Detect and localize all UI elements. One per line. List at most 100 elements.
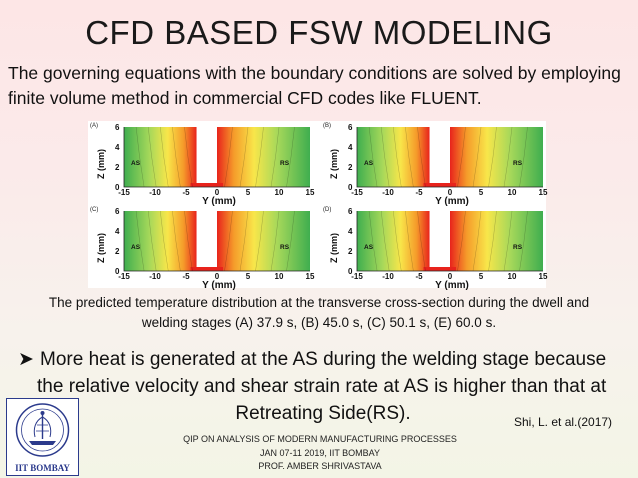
isotherm-line bbox=[160, 210, 169, 272]
z-tick-label: 4 bbox=[348, 143, 353, 152]
plot-axes bbox=[356, 127, 543, 188]
z-tick-label: 4 bbox=[115, 143, 120, 152]
x-tick-label: 10 bbox=[507, 188, 517, 197]
isotherm-line bbox=[270, 210, 280, 272]
contour-panel-c: (C) Z (mm) 6 4 2 0 -15 -10 -5 0 5 10 15 Y (mm) AS RS bbox=[88, 205, 314, 291]
isotherm-line bbox=[172, 126, 181, 188]
x-tick-label: 15 bbox=[305, 188, 315, 197]
isotherm-line bbox=[239, 210, 249, 272]
x-tick-label: -15 bbox=[118, 272, 130, 281]
plate-retreating-side bbox=[450, 211, 543, 271]
weld-hot-zone bbox=[190, 267, 223, 271]
isotherm-line bbox=[472, 210, 482, 272]
x-tick-label: -15 bbox=[118, 188, 130, 197]
isotherm-line bbox=[286, 126, 295, 188]
institute-emblem-icon bbox=[15, 403, 70, 457]
advancing-side-label: AS bbox=[364, 244, 374, 251]
isotherm-line bbox=[147, 210, 157, 272]
isotherm-line bbox=[417, 210, 426, 272]
arrow-bullet-icon: ➤ bbox=[18, 349, 34, 370]
isotherm-line bbox=[405, 210, 414, 272]
slide-title: CFD BASED FSW MODELING bbox=[85, 14, 553, 51]
citation: Shi, L. et al.(2017) bbox=[514, 415, 613, 429]
isotherm-line bbox=[457, 210, 466, 272]
x-tick-label: -10 bbox=[382, 272, 394, 281]
z-tick-label: 0 bbox=[115, 267, 120, 276]
plate-advancing-side bbox=[357, 211, 430, 271]
x-tick-label: 15 bbox=[305, 272, 315, 281]
plot-axes bbox=[356, 211, 543, 272]
plate-retreating-side bbox=[217, 127, 310, 187]
isotherm-line bbox=[457, 126, 466, 188]
isotherm-line bbox=[224, 126, 233, 188]
x-tick-label: 10 bbox=[274, 272, 284, 281]
contour-plot-d bbox=[356, 210, 543, 272]
weld-hot-zone bbox=[190, 183, 223, 187]
isotherm-line bbox=[172, 210, 181, 272]
isotherm-line bbox=[393, 126, 402, 188]
isotherm-line bbox=[286, 210, 295, 272]
plate-retreating-side bbox=[217, 211, 310, 271]
contour-panel-b: (B) Z (mm) 6 4 2 0 -15 -10 -5 0 5 10 15 Y (mm) AS RS bbox=[321, 121, 547, 207]
footer-line-1: QIP ON ANALYSIS OF MODERN MANUFACTURING … bbox=[183, 434, 457, 444]
caption-line-1: The predicted temperature distribution a… bbox=[48, 295, 590, 310]
plate-advancing-side bbox=[124, 211, 197, 271]
isotherm-line bbox=[270, 126, 280, 188]
isotherm-line bbox=[380, 210, 390, 272]
isotherm-line bbox=[488, 210, 497, 272]
z-tick-label: 2 bbox=[115, 163, 120, 172]
isotherm-line bbox=[224, 210, 233, 272]
advancing-side-label: AS bbox=[131, 160, 141, 167]
z-tick-label: 4 bbox=[348, 227, 353, 236]
z-tick-label: 6 bbox=[348, 207, 353, 216]
x-tick-label: -5 bbox=[182, 188, 190, 197]
z-axis-label: Z (mm) bbox=[329, 149, 339, 179]
isotherm-line bbox=[472, 126, 482, 188]
x-axis-label: Y (mm) bbox=[202, 280, 236, 291]
isotherm-line bbox=[380, 126, 390, 188]
z-axis-label: Z (mm) bbox=[96, 149, 106, 179]
retreating-side-label: RS bbox=[513, 160, 523, 167]
contour-panel-a: (A) Z (mm) 6 4 2 0 -15 -10 -5 0 5 10 15 Y (mm) AS RS bbox=[88, 121, 314, 207]
panel-label-a: (A) bbox=[90, 123, 98, 129]
x-axis-label: Y (mm) bbox=[202, 196, 236, 207]
x-tick-label: 0 bbox=[214, 272, 220, 281]
isotherm-line bbox=[184, 210, 193, 272]
x-tick-label: 5 bbox=[245, 272, 251, 281]
caption-line-2: welding stages (A) 37.9 s, (B) 45.0 s, (… bbox=[141, 315, 497, 330]
z-axis-label: Z (mm) bbox=[329, 233, 339, 263]
isotherm-line bbox=[184, 126, 193, 188]
isotherm-line bbox=[519, 210, 528, 272]
x-tick-label: 10 bbox=[507, 272, 517, 281]
plot-axes bbox=[123, 127, 310, 188]
x-tick-label: 0 bbox=[447, 272, 453, 281]
figure-caption: The predicted temperature distribution a… bbox=[0, 293, 638, 333]
panel-label-c: (C) bbox=[90, 207, 99, 213]
x-tick-label: 15 bbox=[538, 188, 548, 197]
z-axis-label: Z (mm) bbox=[96, 233, 106, 263]
bullet-line-3: Retreating Side(RS). bbox=[235, 403, 411, 424]
advancing-side-label: AS bbox=[364, 160, 374, 167]
x-tick-label: 5 bbox=[478, 188, 484, 197]
panel-label-b: (B) bbox=[323, 123, 331, 129]
bullet-point: ➤ More heat is generated at the AS durin… bbox=[18, 346, 618, 427]
footer: QIP ON ANALYSIS OF MODERN MANUFACTURING … bbox=[170, 433, 470, 474]
isotherm-line bbox=[405, 126, 414, 188]
footer-line-2: JAN 07-11 2019, IIT BOMBAY bbox=[259, 447, 381, 458]
x-tick-label: -10 bbox=[382, 188, 394, 197]
temperature-contour-figure: (A) Z (mm) 6 4 2 0 -15 -10 -5 0 5 10 15 Y (mm) AS RS (… bbox=[88, 121, 547, 291]
z-tick-label: 0 bbox=[348, 267, 353, 276]
x-tick-label: 5 bbox=[245, 188, 251, 197]
z-tick-label: 4 bbox=[115, 227, 120, 236]
isotherm-line bbox=[147, 126, 157, 188]
isotherm-line bbox=[488, 126, 497, 188]
x-tick-label: -10 bbox=[149, 272, 161, 281]
z-tick-label: 2 bbox=[115, 247, 120, 256]
bullet-line-1: More heat is generated at the AS during … bbox=[40, 349, 607, 370]
z-tick-label: 0 bbox=[115, 183, 120, 192]
x-axis-label: Y (mm) bbox=[435, 280, 469, 291]
plot-axes bbox=[123, 211, 310, 272]
isotherm-line bbox=[519, 126, 528, 188]
x-tick-label: -5 bbox=[415, 272, 423, 281]
isotherm-line bbox=[160, 126, 169, 188]
